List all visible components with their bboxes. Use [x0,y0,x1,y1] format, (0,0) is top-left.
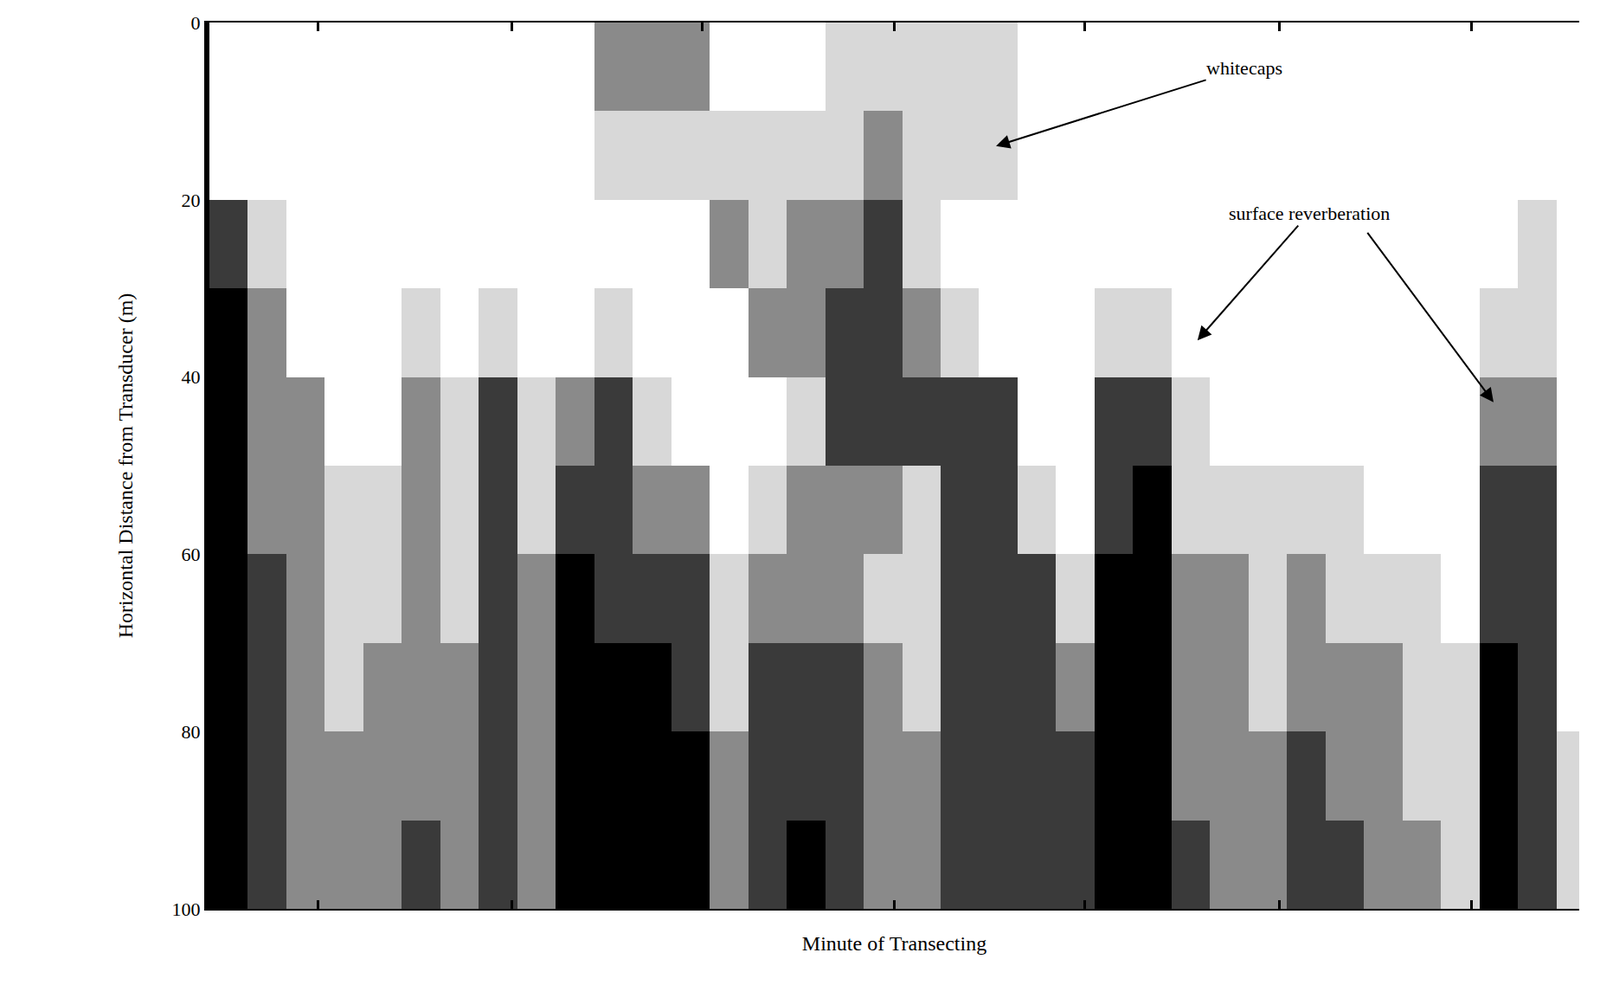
svg-text:0: 0 [191,12,201,34]
svg-text:60: 60 [181,543,201,566]
svg-text:whitecaps: whitecaps [1206,57,1283,79]
svg-text:80: 80 [181,720,201,743]
svg-text:40: 40 [181,366,201,388]
svg-text:Horizontal Distance from Trans: Horizontal Distance from Transducer (m) [114,293,137,639]
svg-text:20: 20 [181,189,201,212]
svg-text:Minute of Transecting: Minute of Transecting [802,931,987,955]
svg-text:100: 100 [172,898,201,920]
svg-text:surface reverberation: surface reverberation [1228,202,1390,225]
